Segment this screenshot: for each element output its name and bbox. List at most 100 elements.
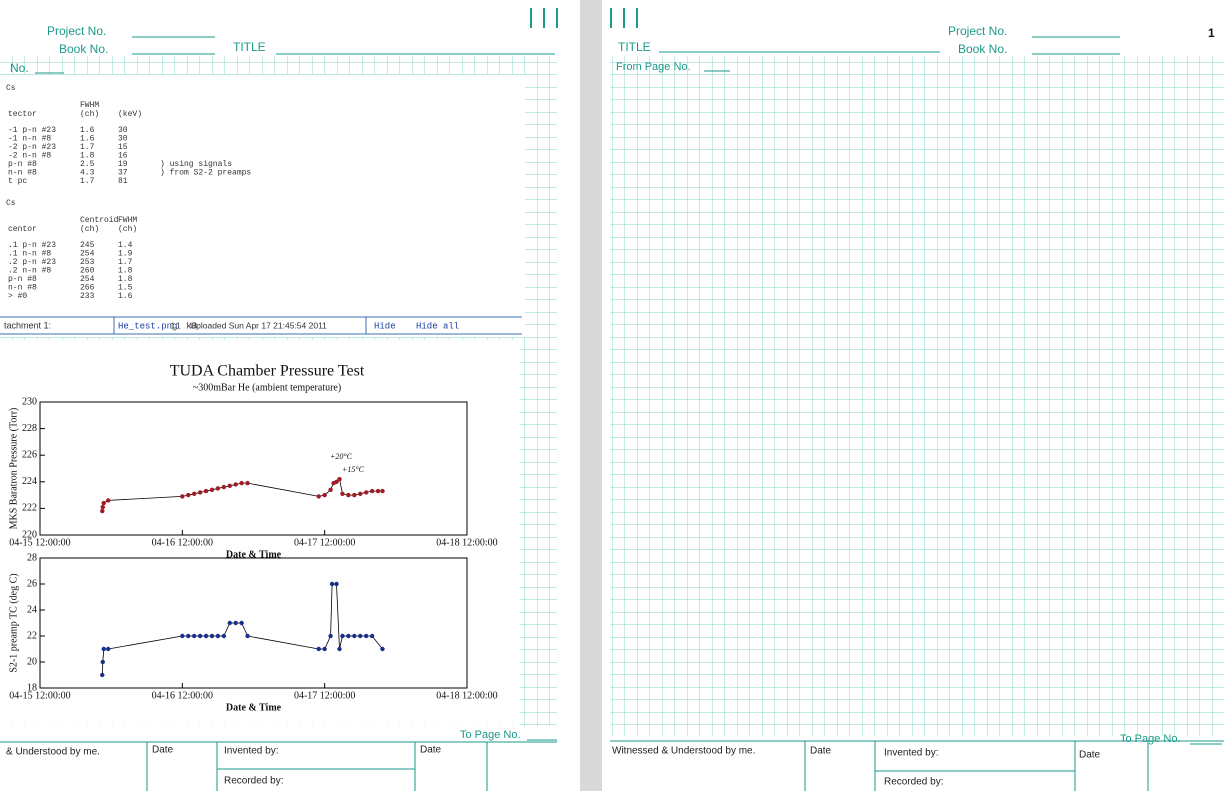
witnessed: Witnessed & Understood by me.: [612, 746, 755, 757]
column-head: (ch): [118, 225, 137, 234]
from-page: From Page No.: [616, 61, 691, 73]
data-point: [334, 479, 339, 484]
data-point: [329, 581, 335, 587]
data-point: [352, 633, 357, 639]
data-point: [209, 487, 215, 492]
x-tick-label: 04-18 12:00:00: [436, 690, 497, 701]
data-point: [100, 508, 105, 514]
cell: 1.5: [118, 284, 133, 293]
to-page: To Page No.: [460, 729, 521, 741]
data-point: [203, 488, 209, 494]
cell: 1.6: [118, 292, 133, 301]
data-point: [316, 494, 321, 499]
data-point: [221, 484, 227, 490]
annotation: +15°C: [342, 465, 365, 474]
column-head: FWHM: [118, 216, 137, 225]
data-point: [186, 633, 191, 639]
date: Date: [420, 745, 442, 756]
x-axis-label: Date & Time: [226, 549, 282, 560]
plot-frame: [39, 401, 468, 536]
project-no: Project No.: [47, 24, 106, 38]
cell: 1.6: [80, 126, 95, 135]
data-point: [239, 480, 244, 486]
data-point: [191, 633, 197, 639]
data-point: [197, 490, 203, 495]
column-head: (ch): [80, 110, 99, 119]
data-point: [227, 620, 232, 626]
data-point: [328, 487, 333, 492]
gutter: [580, 0, 602, 791]
witnessed: & Understood by me.: [6, 747, 100, 758]
data-point: [352, 492, 357, 498]
cell: .2 n-n #8: [8, 267, 51, 276]
data-point: [100, 504, 105, 510]
attachment-label: tachment 1:: [4, 320, 51, 330]
data-point: [337, 476, 342, 482]
book-no: Book No.: [59, 42, 108, 56]
page-number: 1: [1208, 26, 1215, 40]
data-point: [180, 494, 185, 499]
cell: 253: [80, 258, 95, 267]
invented-by: Invented by:: [224, 746, 278, 757]
data-point: [233, 482, 238, 487]
data-point: [322, 492, 327, 498]
attachment-bar: [0, 316, 522, 335]
x-tick-label: 04-15 12:00:00: [9, 690, 70, 701]
figure-title: TUDA Chamber Pressure Test: [170, 363, 365, 380]
data-point: [337, 646, 342, 652]
attachment-file: He_test.png: [118, 321, 177, 331]
data-point: [334, 581, 339, 587]
data-point: [375, 488, 381, 494]
data-point: [346, 492, 351, 498]
cell: 233: [80, 292, 95, 301]
cell: -2 n-n #8: [8, 152, 51, 161]
column-head: centor: [8, 225, 37, 234]
cell: 1.7: [80, 177, 95, 186]
cell: p-n #8: [8, 160, 37, 169]
y-axis-label: MKS Baratron Pressure (Torr): [8, 408, 19, 530]
cell: 30: [118, 135, 128, 144]
cell: 254: [80, 275, 95, 284]
data-point: [346, 633, 351, 639]
hide-link[interactable]: Hide: [374, 321, 396, 331]
hide-all-link[interactable]: Hide all: [416, 321, 459, 331]
data-point: [101, 500, 106, 506]
project-no: Project No.: [948, 24, 1007, 38]
book-no: Book No.: [958, 42, 1007, 56]
date: Date: [1079, 750, 1101, 761]
cell: -1 n-n #8: [8, 135, 51, 144]
data-point: [363, 633, 369, 639]
y-tick-label: 222: [22, 503, 37, 514]
x-tick-label: 04-17 12:00:00: [294, 690, 355, 701]
y-tick-label: 220: [22, 529, 37, 540]
figure-subtitle: ~300mBar He (ambient temperature): [193, 382, 341, 393]
x-tick-label: 04-16 12:00:00: [152, 690, 213, 701]
data-point: [322, 646, 327, 652]
cell: 266: [80, 284, 95, 293]
cell: ) from S2-2 preamps: [160, 169, 251, 178]
data-point: [100, 659, 105, 665]
data-point: [369, 488, 375, 494]
x-tick-label: 04-17 12:00:00: [294, 537, 355, 548]
attachment-size: 11 kB: [170, 321, 198, 331]
data-point: [100, 672, 105, 678]
data-point: [191, 491, 197, 496]
section-heading: Cs: [6, 84, 16, 93]
data-point: [101, 646, 106, 652]
column-head: Centroid: [80, 216, 119, 225]
y-tick-label: 28: [27, 552, 37, 563]
data-point: [363, 490, 369, 495]
date: Date: [810, 746, 832, 757]
cell: -1 p-n #23: [8, 126, 56, 135]
y-tick-label: 20: [27, 656, 37, 667]
column-head: (ch): [80, 225, 99, 234]
cell: .2 p-n #23: [8, 258, 56, 267]
cell: 1.8: [118, 267, 133, 276]
cell: 2.5: [80, 160, 95, 169]
data-point: [316, 646, 321, 652]
y-axis-label: S2-1 preamp TC (deg C): [8, 573, 19, 672]
cell: 1.9: [118, 250, 133, 259]
y-tick-label: 228: [22, 423, 37, 434]
cell: 1.6: [80, 135, 95, 144]
